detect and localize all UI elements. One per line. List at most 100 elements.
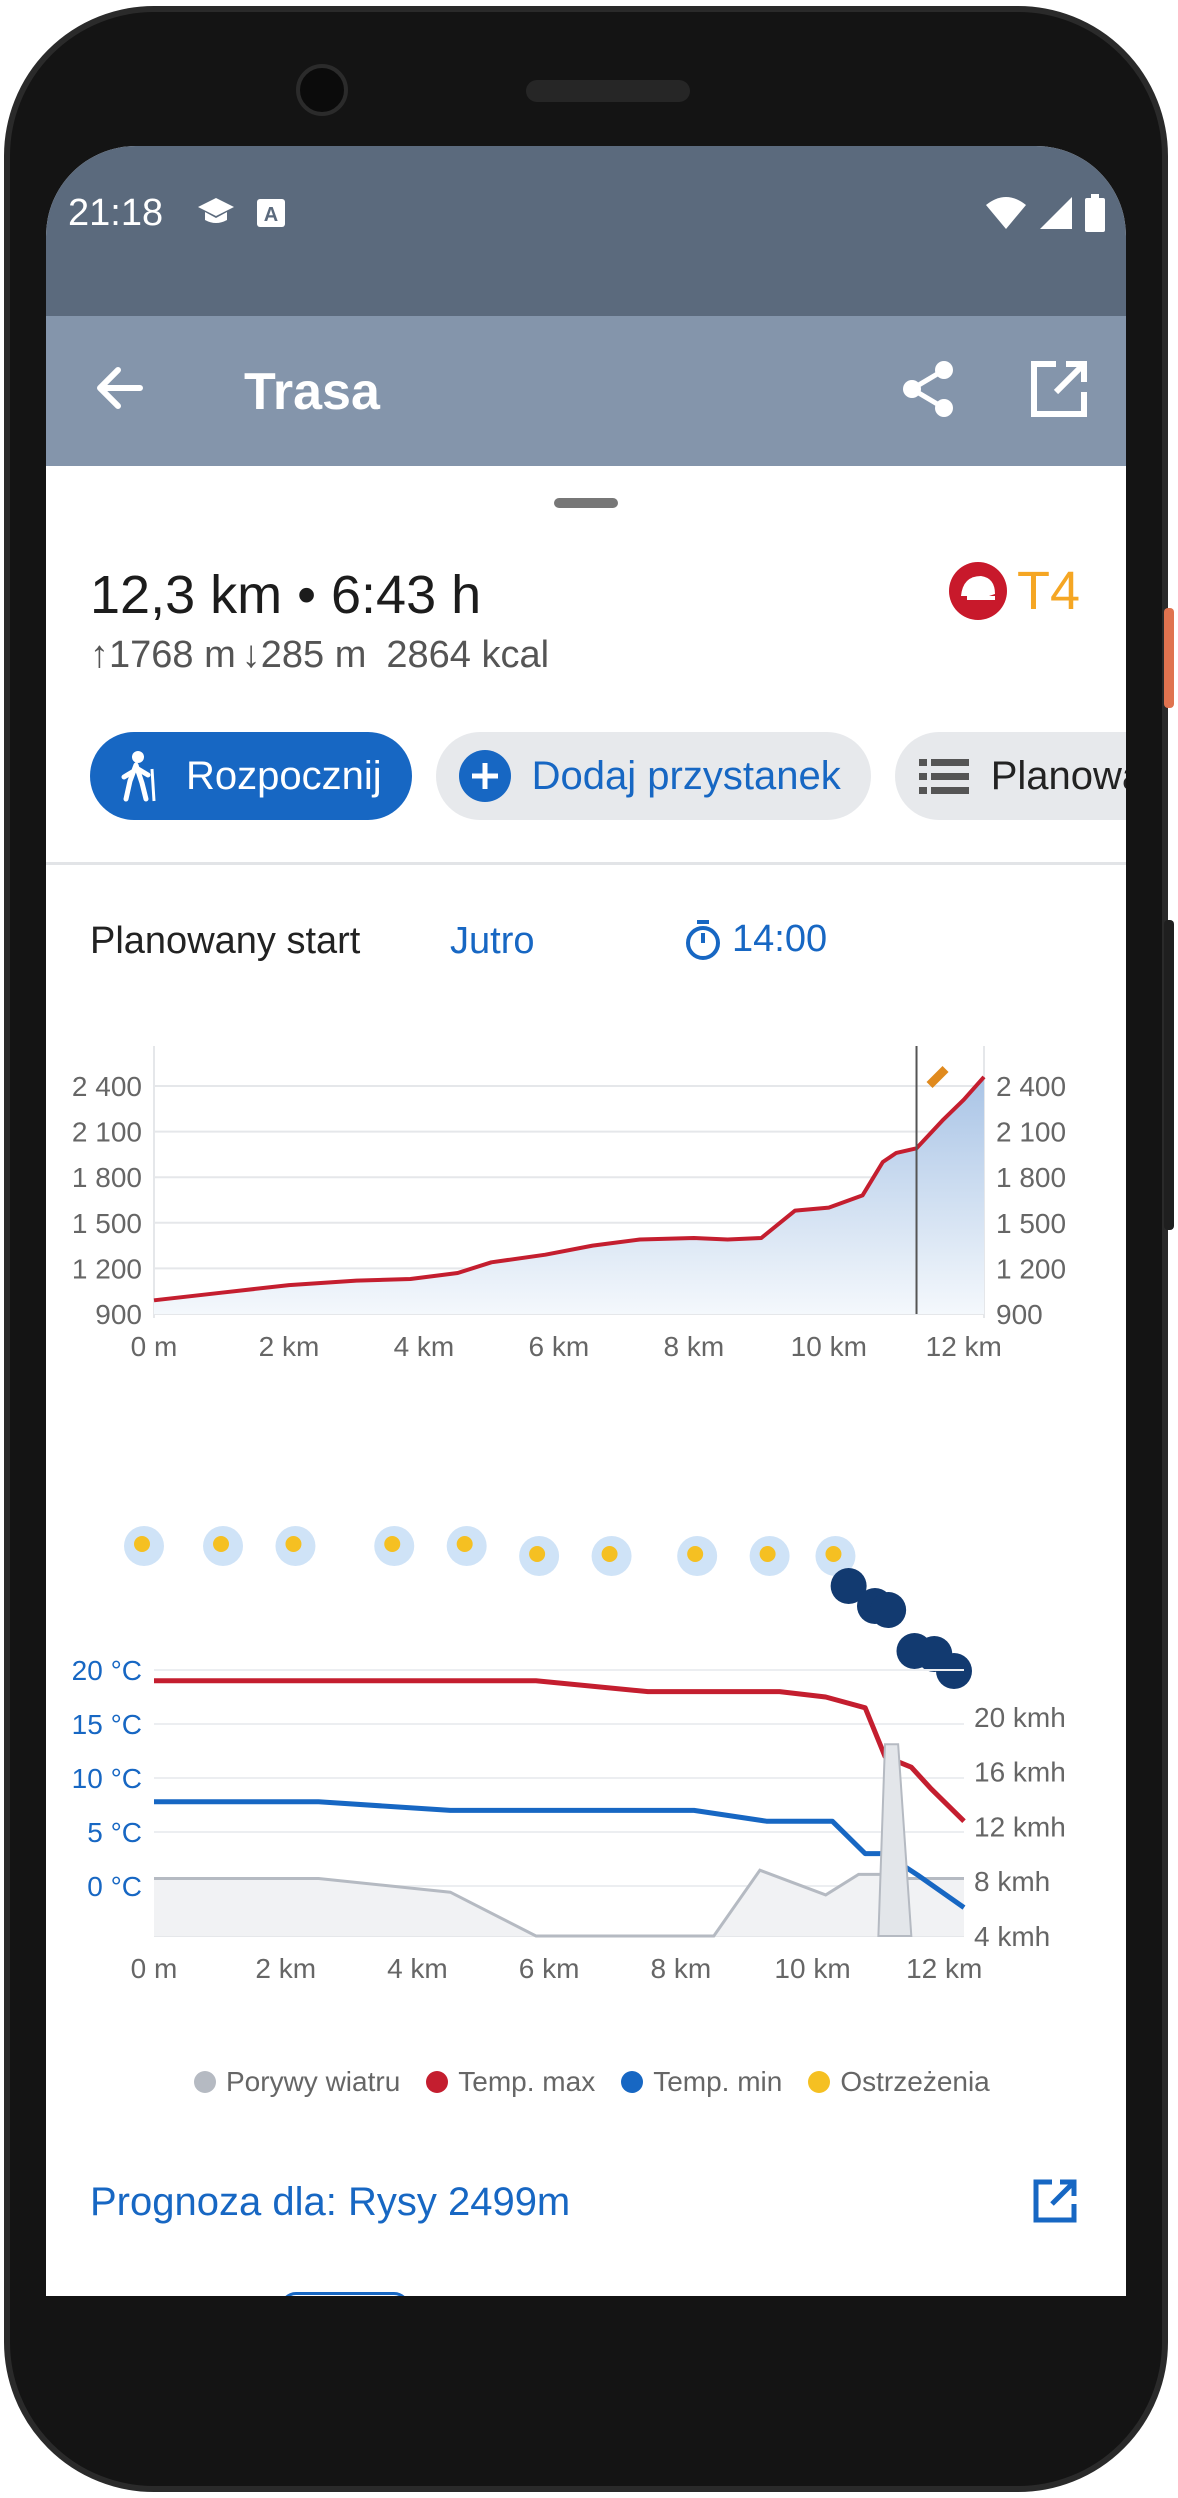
status-icons-right [984, 194, 1106, 232]
wind-area [154, 1870, 964, 1936]
sun-icon [456, 1536, 473, 1552]
sun-icon [601, 1546, 618, 1562]
start-time-selector[interactable]: 14:00 [684, 918, 827, 961]
sun-icon [134, 1536, 150, 1552]
legend-dot [194, 2071, 216, 2093]
legend-label: Ostrzeżenia [840, 2066, 990, 2097]
stopwatch-icon [686, 919, 720, 960]
ascent-value: ↑1768 m [90, 634, 236, 676]
y-tick-left: 5 °C [87, 1817, 142, 1848]
planning-label: Planowanie [990, 753, 1126, 798]
status-time: 21:18 [68, 192, 164, 234]
planning-button[interactable]: Planowanie [894, 732, 1126, 820]
drag-handle[interactable] [554, 498, 618, 508]
svg-text:A: A [264, 204, 278, 226]
weather-legend: Porywy wiatru Temp. max Temp. min Ostrzeżen… [194, 2066, 1054, 2098]
sun-icon [825, 1546, 842, 1562]
power-button [1164, 608, 1174, 708]
add-stop-label: Dodaj przystanek [531, 753, 841, 798]
moon-icon [830, 1568, 867, 1604]
legend-item: Temp. max [426, 2066, 595, 2098]
legend-dot [808, 2071, 831, 2093]
legend-label: Porywy wiatru [226, 2066, 401, 2097]
graduation-cap-icon [198, 198, 234, 223]
y-tick-right: 2 100 [996, 1117, 1066, 1148]
difficulty-label: T4 [1016, 561, 1080, 621]
elevation-line [153, 1075, 986, 1303]
open-external-icon[interactable] [1028, 2174, 1082, 2228]
planned-start-row: Planowany start Jutro 14:00 [90, 912, 1090, 972]
y-tick-left: 1 500 [72, 1208, 142, 1239]
y-tick-left: 20 °C [72, 1655, 142, 1686]
y-tick-left: 10 °C [72, 1763, 142, 1794]
back-arrow-icon[interactable] [90, 358, 150, 418]
x-tick: 10 km [774, 1953, 850, 1984]
route-summary: 12,3 km • 6:43 h [90, 565, 482, 625]
y-tick-right: 8 kmh [974, 1866, 1050, 1897]
legend-label: Temp. max [458, 2066, 596, 2097]
start-time-label: 14:00 [732, 918, 828, 960]
x-tick: 8 km [663, 1331, 724, 1362]
hiker-icon [121, 751, 156, 802]
sun-icon [213, 1536, 230, 1552]
start-label: Rozpocznij [186, 753, 382, 798]
action-chips: Rozpocznij Dodaj przystanek Planowanie [90, 732, 1126, 820]
x-tick: 12 km [906, 1953, 982, 1984]
signal-icon [1040, 197, 1072, 229]
y-tick-right: 1 200 [996, 1253, 1066, 1284]
forecast-days: sob.niedz.pon.wt.śr.czw. [110, 2292, 1110, 2296]
screen: 21:18 A Trasa 12,3 km • 6:43 h ↑1768 m [46, 146, 1126, 2296]
energy-value: 2864 kcal [386, 634, 550, 676]
wind-gust-spike [877, 1743, 913, 1937]
volume-button [1164, 920, 1174, 1230]
moon-icon [870, 1592, 907, 1628]
legend-item: Ostrzeżenia [808, 2066, 990, 2098]
y-tick-left: 2 400 [72, 1071, 142, 1102]
x-tick: 0 m [131, 1331, 178, 1362]
y-tick-right: 20 kmh [974, 1702, 1066, 1733]
x-tick: 0 m [131, 1953, 178, 1984]
y-tick-left: 15 °C [72, 1709, 142, 1740]
status-bar: 21:18 A [46, 146, 1126, 316]
y-tick-left: 1 200 [72, 1253, 142, 1284]
divider [46, 862, 1126, 865]
wifi-icon [986, 197, 1026, 229]
sun-icon [285, 1536, 302, 1552]
route-stats: ↑1768 m ↓285 m 2864 kcal [90, 634, 549, 677]
open-external-icon[interactable] [1026, 356, 1092, 422]
weather-chart: 20 °C 15 °C 10 °C 5 °C 0 °C 20 kmh 16 kmh 12 km… [72, 1526, 1066, 1984]
y-tick-left: 2 100 [72, 1117, 142, 1148]
y-tick-right: 12 kmh [974, 1811, 1066, 1842]
y-tick-right: 2 400 [996, 1071, 1066, 1102]
earpiece-speaker [526, 80, 690, 102]
start-day-selector[interactable]: Jutro [450, 920, 535, 962]
start-button[interactable]: Rozpocznij [90, 732, 412, 820]
share-icon[interactable] [896, 356, 962, 422]
forecast-title[interactable]: Prognoza dla: Rysy 2499m [90, 2180, 571, 2224]
x-tick: 10 km [791, 1331, 867, 1362]
app-bar: Trasa [46, 316, 1126, 466]
route-sheet: 12,3 km • 6:43 h ↑1768 m ↓285 m 2864 kca… [46, 476, 1126, 2296]
y-tick-right: 1 800 [996, 1162, 1066, 1193]
status-icons-left: A [196, 196, 288, 230]
y-tick-left: 900 [95, 1299, 142, 1330]
x-tick: 2 km [255, 1953, 316, 1984]
x-tick: 2 km [259, 1331, 320, 1362]
y-tick-right: 900 [996, 1299, 1043, 1330]
elevation-chart: 2 400 2 400 2 100 2 100 1 800 1 800 1 500 1 500… [72, 1046, 1066, 1362]
y-tick-right: 1 500 [996, 1208, 1066, 1239]
planned-start-label: Planowany start [90, 920, 361, 962]
descent-value: ↓285 m [241, 634, 367, 676]
y-tick-right: 4 kmh [974, 1921, 1050, 1952]
battery-icon [1085, 194, 1105, 232]
sun-icon [759, 1546, 776, 1562]
legend-dot [426, 2071, 449, 2093]
difficulty-badge: T4 [948, 560, 1080, 622]
sun-icon [529, 1546, 546, 1562]
legend-dot [621, 2071, 644, 2093]
font-icon: A [257, 199, 285, 227]
add-stop-button[interactable]: Dodaj przystanek [435, 732, 871, 820]
x-tick: 6 km [519, 1953, 580, 1984]
x-tick: 8 km [650, 1953, 711, 1984]
